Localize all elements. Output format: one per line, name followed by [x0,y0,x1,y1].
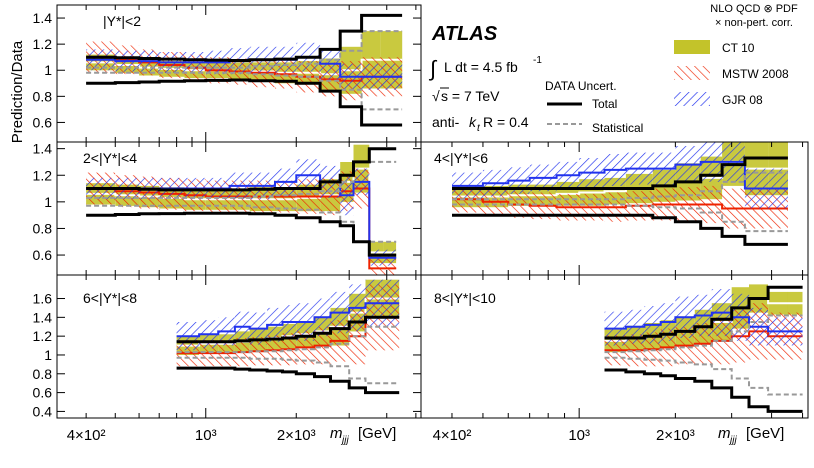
data-uncert-title: DATA Uncert. [545,79,617,93]
panel-0-plot [86,13,403,127]
panel-label: |Y*|<2 [103,13,141,29]
algo-prefix: anti- [432,114,460,130]
stat-uncert-up [452,171,788,201]
stat-uncert-up [86,160,397,199]
jet-algorithm: anti- k t R = 0.4 [432,114,529,134]
theory-legend: NLO QCD ⊗ PDF × non-pert. corr. CT 10 MS… [674,3,798,107]
gjr-central-line [452,160,788,190]
panel-frame [420,274,809,419]
legend-mstw-swatch [674,66,710,80]
stat-uncert-down [86,71,403,111]
stat-uncert-down [176,356,400,385]
total-uncert-up [176,315,400,344]
stat-uncert-down [86,204,397,243]
x-title-unit-right: [GeV] [746,425,784,442]
x-axis-title-left: m jjj [GeV] [330,425,396,446]
total-uncert-up [604,285,803,340]
x-tick-label: 2×10³ [656,427,695,444]
y-tick-label: 1.6 [33,291,53,307]
stat-uncert-up [604,314,803,354]
algo-k: k [469,114,477,130]
x-tick-label: 4×10² [67,427,106,444]
total-uncert-up [86,13,403,62]
y-tick-label: 1.2 [33,167,53,183]
lumi-text: L dt = 4.5 fb [444,59,518,75]
x-axis-title-right: m jjj [GeV] [718,425,784,446]
panel-4: 8<|Y*|<10 4×10² 10³ 2×10³ [420,274,809,444]
y-tick-label: 0.6 [33,114,53,130]
x-title-m: m [330,425,343,442]
stat-legend-label: Statistical [592,121,643,135]
panel-label: 4<|Y*|<6 [434,150,488,166]
stat-uncert-up [86,30,403,69]
y-tick-label: 0.8 [33,220,53,236]
gjr-central-line [176,302,400,338]
legend-ct10-swatch [674,40,710,54]
x-tick-label: 2×10³ [277,427,316,444]
atlas-brand: ATLAS [431,23,498,45]
panel-0: 0.6 0.8 1 1.2 1.4 |Y*|<2 [33,4,422,143]
x-tick-label: 10³ [568,427,590,444]
total-uncert-down [452,213,788,246]
y-tick-label: 0.8 [33,88,53,104]
panel-3: 0.4 0.6 0.8 1 1.2 1.4 1.6 6<|Y*|<8 4×10² 10³ 2×10³ [33,274,422,444]
x-tick-label: 4×10² [433,427,472,444]
x-title-sub: jjj [340,435,349,446]
legend-gjr-label: GJR 08 [722,93,763,107]
y-tick-label: 1.2 [33,328,53,344]
total-uncert-down [86,211,397,257]
panel-label: 2<|Y*|<4 [83,150,137,166]
total-legend-label: Total [592,97,617,111]
lumi-integral: ∫ [428,56,438,81]
lumi-exponent: -1 [533,55,542,66]
y-tick-label: 1 [44,347,52,363]
algo-suffix: R = 0.4 [483,114,529,130]
x-tick-label: 10³ [195,427,217,444]
sqrt-sign: √ [432,88,440,104]
legend-ct10-label: CT 10 [722,41,755,55]
stat-uncert-down [604,356,803,396]
y-tick-label: 0.6 [33,385,53,401]
y-tick-label: 1 [44,62,52,78]
algo-sub: t [477,123,481,134]
y-tick-label: 0.6 [33,247,53,263]
y-tick-label: 1.4 [33,309,53,325]
y-tick-label: 1.4 [33,141,53,157]
panel-3-plot [176,279,400,395]
legend-gjr-swatch [674,92,710,106]
y-tick-label: 1.2 [33,36,53,52]
stat-uncert-down [452,203,788,233]
panel-1: 0.6 0.8 1 1.2 1.4 2<|Y*|<4 [33,141,422,276]
total-uncert-down [176,366,400,395]
total-uncert-down [86,78,403,127]
x-title-unit: [GeV] [358,425,396,442]
mstw-central-line [452,198,788,210]
atlas-info: ATLAS ∫ L dt = 4.5 fb -1 √ s = 7 TeV ant… [428,23,643,135]
x-title-sub-right: jjj [728,435,737,446]
panel-4-plot [604,284,803,413]
gjr-central-line [604,311,803,333]
y-tick-label: 1.4 [33,10,53,26]
legend-mstw-label: MSTW 2008 [722,67,789,81]
panel-1-plot [86,144,397,275]
legend-title-1: NLO QCD ⊗ PDF [710,3,798,15]
total-uncert-up [452,156,788,190]
panel-2: 4<|Y*|<6 [420,141,809,276]
x-title-m-right: m [718,425,731,442]
panel-2-plot [452,142,788,246]
stat-uncert-up [176,325,400,354]
legend-title-2: × non-pert. corr. [715,17,793,29]
y-tick-label: 1 [44,194,52,210]
energy-text: s = 7 TeV [441,88,500,104]
panel-label: 8<|Y*|<10 [434,290,496,306]
panel-label: 6<|Y*|<8 [83,290,137,306]
y-axis-label: Prediction/Data [9,40,26,143]
y-tick-label: 0.4 [33,403,53,419]
total-uncert-up [86,147,397,192]
total-uncert-down [604,368,803,413]
y-tick-label: 0.8 [33,366,53,382]
